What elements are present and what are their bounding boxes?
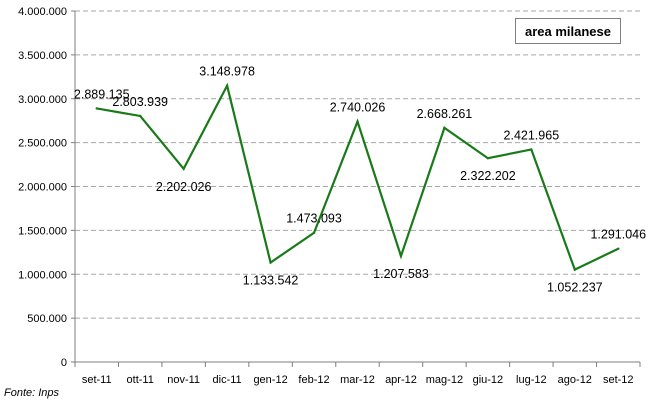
x-tick-label: giu-12 — [473, 374, 504, 386]
data-label: 2.322.202 — [460, 169, 516, 183]
x-tick-label: apr-12 — [385, 374, 417, 386]
legend-label: area milanese — [524, 23, 611, 39]
x-tick-label: ago-12 — [558, 374, 592, 386]
data-point — [617, 247, 620, 250]
data-point — [182, 167, 185, 170]
data-label: 2.202.026 — [156, 180, 212, 194]
source-note: Fonte: Inps — [4, 387, 60, 399]
data-label: 1.052.237 — [547, 281, 603, 295]
x-tick-label: nov-11 — [167, 374, 200, 386]
x-tick-label: set-11 — [82, 374, 112, 386]
data-label: 1.207.583 — [373, 267, 429, 281]
y-tick-label: 4.000.000 — [18, 6, 67, 18]
data-point — [225, 84, 229, 87]
data-label: 1.291.046 — [590, 228, 646, 242]
y-axis-ticks: 0 500.000 1.000.000 1.500.000 2.000.000 2.500… — [18, 6, 67, 369]
y-tick-label: 2.500.000 — [18, 138, 67, 150]
x-tick-label: dic-11 — [213, 374, 242, 386]
x-tick-label: mag-12 — [426, 374, 463, 386]
x-axis-ticks: set-11 ott-11 nov-11 dic-11 gen-12 feb-12 mar-… — [82, 374, 634, 386]
y-tick-label: 500.000 — [27, 313, 67, 325]
data-label: 2.889.135 — [74, 87, 130, 101]
y-tick-label: 3.000.000 — [18, 94, 67, 106]
y-tick-label: 2.000.000 — [18, 182, 67, 194]
y-tick-label: 1.500.000 — [18, 225, 67, 237]
data-point — [486, 157, 490, 160]
x-tick-label: feb-12 — [298, 374, 329, 386]
y-tick-label: 3.500.000 — [18, 50, 67, 62]
x-tick-label: lug-12 — [516, 374, 547, 386]
data-point — [269, 261, 272, 264]
data-label: 1.133.542 — [243, 274, 299, 288]
y-tick-label: 0 — [61, 357, 67, 369]
data-point — [312, 231, 316, 234]
gridlines — [75, 10, 640, 319]
x-tick-label: ott-11 — [127, 374, 154, 386]
x-tick-label: set-12 — [603, 374, 634, 386]
data-point — [95, 107, 98, 110]
data-point — [399, 254, 403, 258]
y-tick-label: 1.000.000 — [18, 269, 67, 281]
data-label: 2.803.939 — [112, 95, 168, 109]
data-point — [356, 120, 359, 123]
data-label: 2.740.026 — [330, 101, 386, 115]
series-area-milanese — [95, 82, 620, 272]
x-tick-label: mar-12 — [340, 374, 375, 386]
x-tick-label: gen-12 — [253, 374, 287, 386]
data-label: 3.148.978 — [199, 65, 255, 79]
data-point — [443, 126, 446, 130]
data-point — [138, 114, 142, 118]
axes — [71, 10, 641, 367]
data-label: 1.473.093 — [286, 212, 342, 226]
data-point — [530, 148, 533, 151]
data-point — [573, 268, 577, 271]
data-label: 2.668.261 — [417, 107, 473, 121]
legend: area milanese — [515, 18, 621, 44]
data-label: 2.421.965 — [504, 128, 560, 142]
